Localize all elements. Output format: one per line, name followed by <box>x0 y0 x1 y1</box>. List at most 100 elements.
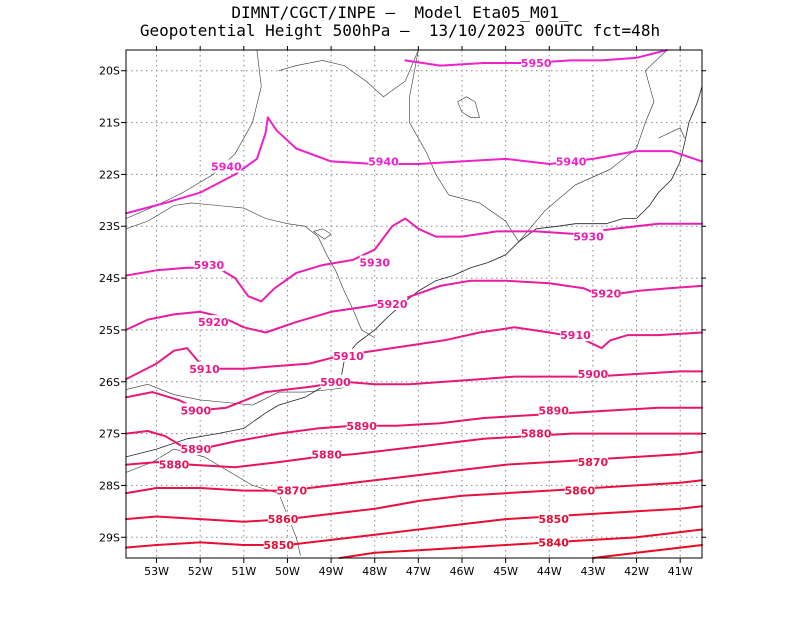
contour-label-bg <box>538 512 569 526</box>
state-border <box>518 49 668 242</box>
contour-label-5910: 5910 <box>560 329 591 342</box>
contour-label-5910: 5910 <box>333 350 364 363</box>
lon-tick-label: 42W <box>624 565 649 578</box>
contour-5840 <box>338 528 703 559</box>
contour-5880 <box>125 432 703 469</box>
contour-label-5890: 5890 <box>346 420 377 433</box>
contour-label-5900: 5900 <box>320 376 351 389</box>
contour-label-5940: 5940 <box>211 161 242 174</box>
contour-label-5860: 5860 <box>565 485 596 498</box>
lon-tick-label: 43W <box>580 565 605 578</box>
grid-lines <box>126 50 702 558</box>
state-border <box>125 202 375 338</box>
contour-label-bg <box>180 442 211 456</box>
contour-label-bg <box>180 403 211 417</box>
contour-lines <box>125 49 703 559</box>
lon-tick-label: 49W <box>319 565 344 578</box>
contour-label-5940: 5940 <box>368 155 399 168</box>
contour-label-bg <box>591 286 621 300</box>
contour-label-5920: 5920 <box>377 298 408 311</box>
lat-tick-label: 29S <box>99 531 120 544</box>
contour-label-5900: 5900 <box>181 404 212 417</box>
contour-label-bg <box>198 315 229 329</box>
contour-label-bg <box>521 55 552 69</box>
axis-ticks: 53W 52W 51W 50W 49W 48W 47W 46W 45W 44W 43W 42W 41W 2… <box>99 46 706 578</box>
contour-5890 <box>125 406 703 451</box>
lat-tick-label: 28S <box>99 479 120 492</box>
contour-label-bg <box>538 403 569 417</box>
lat-tick-label: 25S <box>99 324 120 337</box>
contour-label-bg <box>333 348 364 362</box>
contour-label-5850: 5850 <box>538 513 569 526</box>
contour-label-5850: 5850 <box>263 539 294 552</box>
contour-label-5910: 5910 <box>189 363 220 376</box>
contour-5830 <box>591 544 703 559</box>
lon-tick-label: 45W <box>493 565 518 578</box>
contour-label-bg <box>359 255 390 269</box>
contour-label-5880: 5880 <box>159 459 190 472</box>
contour-label-bg <box>268 512 299 526</box>
contour-label-5840: 5840 <box>538 536 569 549</box>
lat-tick-label: 21S <box>99 117 120 130</box>
contour-label-bg <box>211 159 242 173</box>
lat-tick-label: 26S <box>99 376 120 389</box>
state-border <box>409 49 519 242</box>
map-title: DIMNT/CGCT/INPE – Model Eta05_M01_ Geopo… <box>0 4 800 40</box>
contour-5910 <box>125 326 703 381</box>
contour-labels: 5950 5940 5940 5940 5930 5930 5930 5920 5920 5920… <box>159 55 622 552</box>
contour-label-5870: 5870 <box>277 485 308 498</box>
contour-label-bg <box>538 535 569 549</box>
lat-tick-label: 23S <box>99 220 120 233</box>
contour-label-bg <box>560 328 591 342</box>
contour-label-5860: 5860 <box>268 513 299 526</box>
lon-tick-label: 53W <box>144 565 169 578</box>
contour-5930 <box>125 217 703 303</box>
coastline <box>125 86 703 458</box>
state-border <box>658 127 685 139</box>
lon-tick-label: 44W <box>537 565 562 578</box>
contour-5850 <box>125 505 703 549</box>
contour-label-bg <box>377 297 408 310</box>
state-border <box>125 49 262 219</box>
lon-tick-label: 46W <box>450 565 475 578</box>
lon-tick-label: 51W <box>231 565 256 578</box>
title-line-2: Geopotential Height 500hPa – 13/10/2023 … <box>139 21 661 40</box>
lon-tick-label: 50W <box>275 565 300 578</box>
contour-label-bg <box>556 154 587 168</box>
geographic-boundaries <box>125 49 703 556</box>
contour-label-5880: 5880 <box>311 448 342 461</box>
lon-tick-label: 41W <box>668 565 693 578</box>
lake-outline <box>457 96 480 118</box>
contour-5870 <box>125 450 703 495</box>
state-border <box>278 49 419 98</box>
title-line-1: DIMNT/CGCT/INPE – Model Eta05_M01_ <box>231 3 569 22</box>
contour-label-bg <box>311 447 342 461</box>
lat-tick-label: 24S <box>99 272 120 285</box>
contour-label-5930: 5930 <box>573 231 604 244</box>
lat-tick-label: 22S <box>99 168 120 181</box>
lon-tick-label: 47W <box>406 565 431 578</box>
contour-5860 <box>125 479 703 523</box>
contour-label-5870: 5870 <box>578 456 609 469</box>
contour-label-bg <box>320 374 351 388</box>
lon-tick-label: 48W <box>362 565 387 578</box>
state-border <box>125 383 349 406</box>
contour-label-5920: 5920 <box>591 288 622 301</box>
contour-label-5880: 5880 <box>521 428 552 441</box>
contour-label-bg <box>577 366 608 380</box>
contour-label-bg <box>276 483 307 497</box>
lat-tick-label: 20S <box>99 65 120 78</box>
contour-5940 <box>125 116 703 215</box>
contour-label-5890: 5890 <box>538 404 569 417</box>
plot-frame <box>125 49 703 559</box>
contour-label-bg <box>521 426 552 440</box>
contour-label-5930: 5930 <box>359 257 390 270</box>
contour-label-bg <box>573 229 604 243</box>
contour-label-5890: 5890 <box>181 443 212 456</box>
lat-tick-label: 27S <box>99 428 120 441</box>
contour-label-bg <box>368 154 399 168</box>
contour-label-bg <box>263 538 294 552</box>
contour-label-bg <box>193 258 224 272</box>
contour-label-bg <box>564 483 595 497</box>
